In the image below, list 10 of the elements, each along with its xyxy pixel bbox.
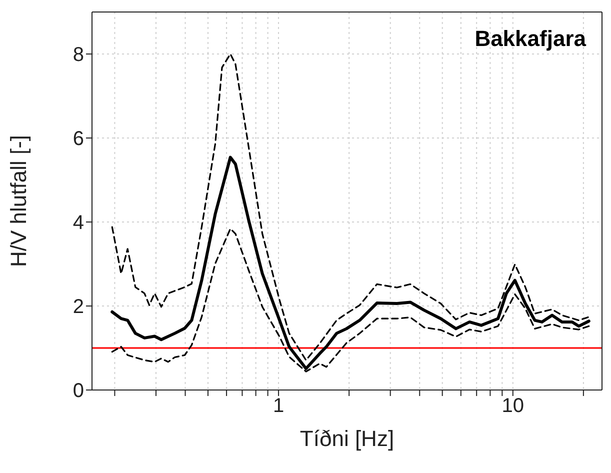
- y-tick-label: 2: [72, 296, 84, 318]
- x-axis-title: Tíðni [Hz]: [298, 426, 396, 452]
- y-tick-label: 8: [72, 44, 84, 66]
- x-tick-label: 10: [502, 395, 524, 418]
- y-axis-title: H/V hlutfall [-]: [6, 134, 31, 268]
- y-tick-label: 4: [72, 212, 84, 234]
- y-tick-label: 0: [72, 380, 84, 402]
- annotation: Bakkafjara: [474, 26, 586, 52]
- x-tick-label: 1: [272, 395, 284, 418]
- y-tick-label: 6: [72, 128, 84, 150]
